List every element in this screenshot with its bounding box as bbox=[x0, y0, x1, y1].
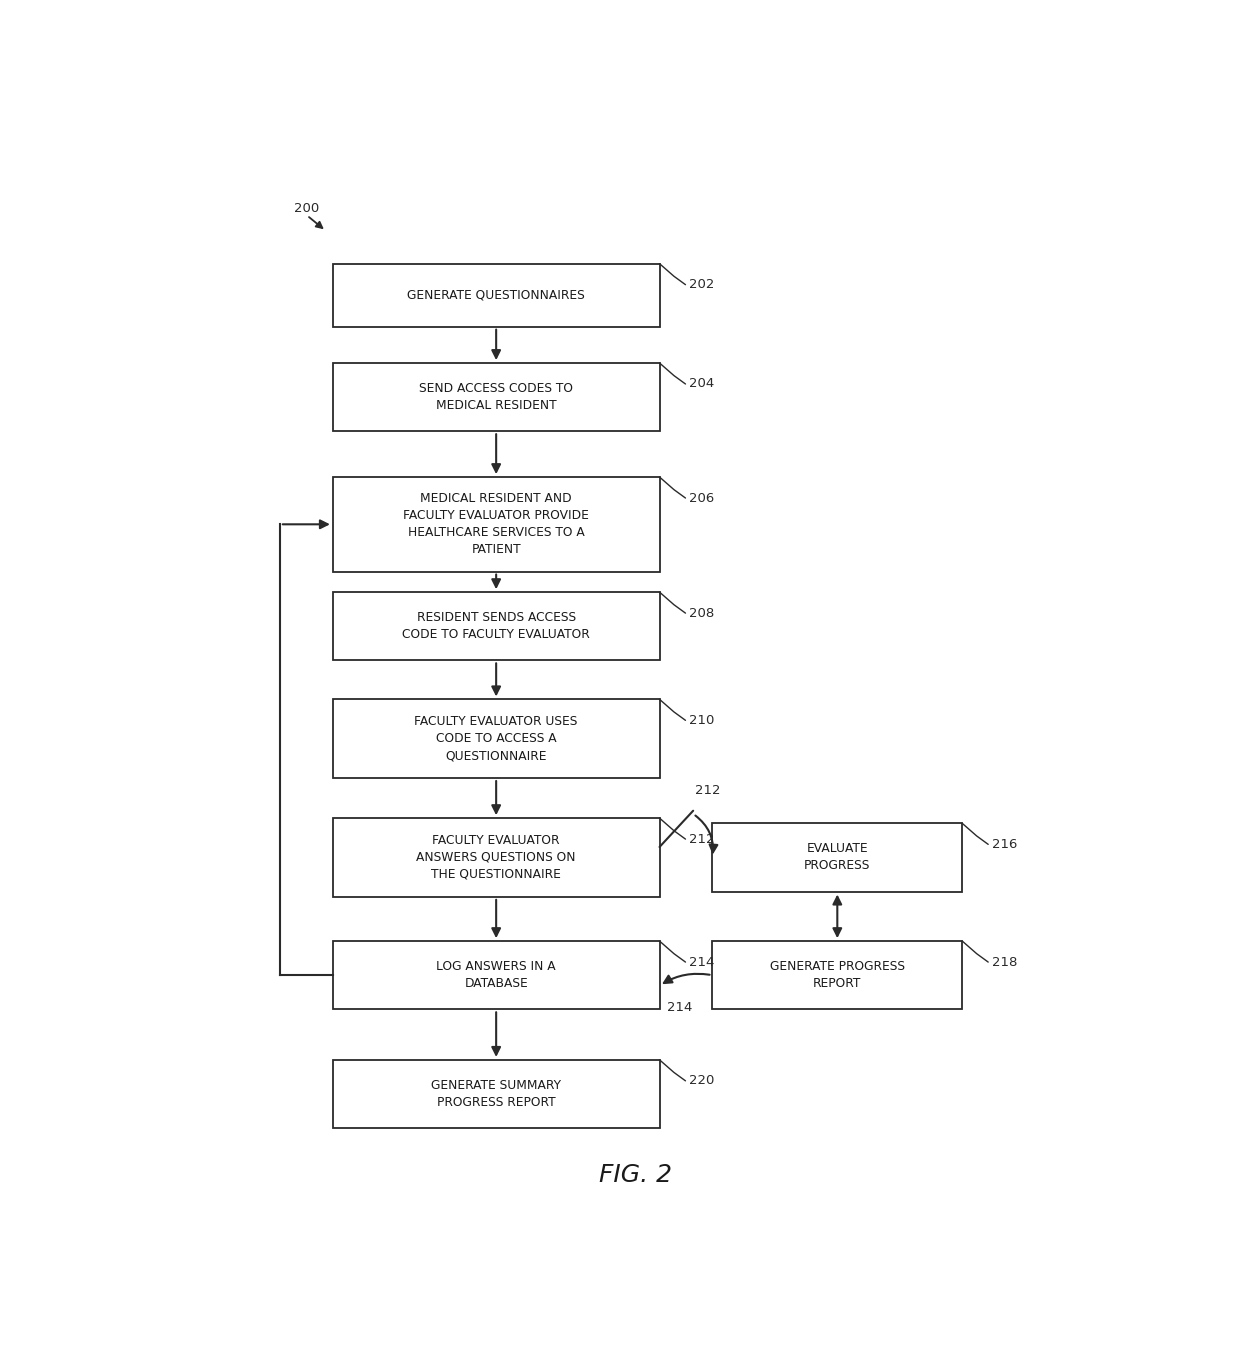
Text: 200: 200 bbox=[294, 202, 320, 216]
FancyBboxPatch shape bbox=[712, 823, 962, 891]
Text: GENERATE PROGRESS
REPORT: GENERATE PROGRESS REPORT bbox=[770, 960, 905, 990]
Text: SEND ACCESS CODES TO
MEDICAL RESIDENT: SEND ACCESS CODES TO MEDICAL RESIDENT bbox=[419, 382, 573, 412]
Text: 212: 212 bbox=[696, 784, 720, 797]
FancyBboxPatch shape bbox=[332, 818, 660, 897]
Text: 214: 214 bbox=[689, 955, 714, 969]
FancyBboxPatch shape bbox=[332, 363, 660, 431]
Text: FACULTY EVALUATOR USES
CODE TO ACCESS A
QUESTIONNAIRE: FACULTY EVALUATOR USES CODE TO ACCESS A … bbox=[414, 715, 578, 762]
Text: 220: 220 bbox=[689, 1074, 714, 1088]
FancyBboxPatch shape bbox=[712, 940, 962, 1009]
Text: 214: 214 bbox=[667, 1002, 693, 1014]
Text: 216: 216 bbox=[992, 838, 1017, 850]
Text: 218: 218 bbox=[992, 955, 1017, 969]
Text: 210: 210 bbox=[689, 714, 714, 726]
Text: FIG. 2: FIG. 2 bbox=[599, 1163, 672, 1188]
FancyBboxPatch shape bbox=[332, 940, 660, 1009]
Text: 202: 202 bbox=[689, 278, 714, 291]
Text: RESIDENT SENDS ACCESS
CODE TO FACULTY EVALUATOR: RESIDENT SENDS ACCESS CODE TO FACULTY EV… bbox=[402, 612, 590, 642]
Text: 204: 204 bbox=[689, 378, 714, 390]
Text: GENERATE SUMMARY
PROGRESS REPORT: GENERATE SUMMARY PROGRESS REPORT bbox=[432, 1078, 562, 1108]
FancyBboxPatch shape bbox=[332, 592, 660, 661]
FancyBboxPatch shape bbox=[332, 699, 660, 778]
Text: 206: 206 bbox=[689, 491, 714, 505]
Text: GENERATE QUESTIONNAIRES: GENERATE QUESTIONNAIRES bbox=[407, 288, 585, 302]
FancyBboxPatch shape bbox=[332, 476, 660, 572]
Text: MEDICAL RESIDENT AND
FACULTY EVALUATOR PROVIDE
HEALTHCARE SERVICES TO A
PATIENT: MEDICAL RESIDENT AND FACULTY EVALUATOR P… bbox=[403, 493, 589, 557]
Text: 208: 208 bbox=[689, 606, 714, 620]
FancyBboxPatch shape bbox=[332, 263, 660, 326]
Text: LOG ANSWERS IN A
DATABASE: LOG ANSWERS IN A DATABASE bbox=[436, 960, 556, 990]
Text: FACULTY EVALUATOR
ANSWERS QUESTIONS ON
THE QUESTIONNAIRE: FACULTY EVALUATOR ANSWERS QUESTIONS ON T… bbox=[417, 834, 575, 880]
Text: 212: 212 bbox=[689, 833, 714, 845]
Text: EVALUATE
PROGRESS: EVALUATE PROGRESS bbox=[804, 842, 870, 872]
FancyBboxPatch shape bbox=[332, 1059, 660, 1127]
